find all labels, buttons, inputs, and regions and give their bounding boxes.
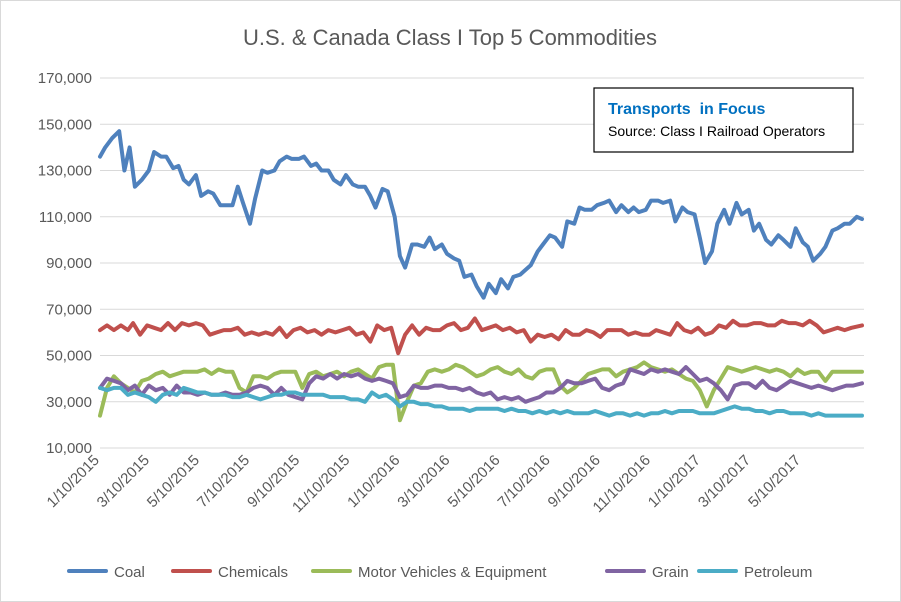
legend-item: Chemicals — [171, 564, 288, 581]
legend-item: Motor Vehicles & Equipment — [311, 564, 547, 581]
legend: Coal Chemicals Motor Vehicles & Equipment G… — [67, 564, 812, 581]
chart-title: U.S. & Canada Class I Top 5 Commodities — [243, 25, 657, 50]
y-tick-label: 130,000 — [38, 163, 92, 180]
legend-label: Chemicals — [218, 564, 288, 581]
legend-label: Coal — [114, 564, 145, 581]
legend-item: Grain — [605, 564, 689, 581]
y-axis-ticks: 10,000 30,000 50,000 70,000 90,000 110,000 130… — [38, 70, 92, 457]
legend-item: Coal — [67, 564, 145, 581]
y-tick-label: 170,000 — [38, 70, 92, 87]
gridlines — [100, 77, 864, 449]
x-tick-label: 7/10/2015 — [194, 452, 253, 511]
y-tick-label: 90,000 — [46, 255, 92, 272]
series-line-grain — [98, 365, 864, 404]
x-tick-label: 1/10/2017 — [645, 452, 704, 511]
x-tick-label: 5/10/2017 — [745, 452, 804, 511]
series-line-coal — [98, 129, 864, 300]
series-line-petroleum — [98, 385, 864, 418]
legend-label: Grain — [652, 564, 689, 581]
series-lines — [98, 129, 864, 423]
x-tick-label: 7/10/2016 — [495, 452, 554, 511]
series-line-motor-vehicles-equipment — [98, 360, 864, 423]
annotation-title: Transports in Focus — [608, 101, 765, 118]
x-tick-label: 5/10/2015 — [144, 452, 203, 511]
annotation-frame — [593, 87, 854, 153]
x-tick-label: 5/10/2016 — [444, 452, 503, 511]
series-line-chemicals — [98, 316, 864, 356]
x-tick-label: 1/10/2016 — [344, 452, 403, 511]
x-tick-label: 3/10/2015 — [94, 452, 153, 511]
x-tick-label: 1/10/2015 — [44, 452, 103, 511]
legend-item: Petroleum — [697, 564, 812, 581]
y-tick-label: 150,000 — [38, 116, 92, 133]
legend-label: Petroleum — [744, 564, 812, 581]
y-tick-label: 70,000 — [46, 301, 92, 318]
annotation-source: Source: Class I Railroad Operators — [608, 123, 825, 139]
x-axis-ticks: 1/10/20153/10/20155/10/20157/10/20159/10… — [44, 452, 805, 516]
annotation-box: Transports in Focus Source: Class I Rail… — [593, 87, 854, 153]
y-tick-label: 30,000 — [46, 394, 92, 411]
y-tick-label: 10,000 — [46, 440, 92, 457]
x-tick-label: 3/10/2016 — [394, 452, 453, 511]
legend-label: Motor Vehicles & Equipment — [358, 564, 547, 581]
y-tick-label: 50,000 — [46, 348, 92, 365]
y-tick-label: 110,000 — [39, 209, 92, 226]
x-tick-label: 3/10/2017 — [695, 452, 754, 511]
